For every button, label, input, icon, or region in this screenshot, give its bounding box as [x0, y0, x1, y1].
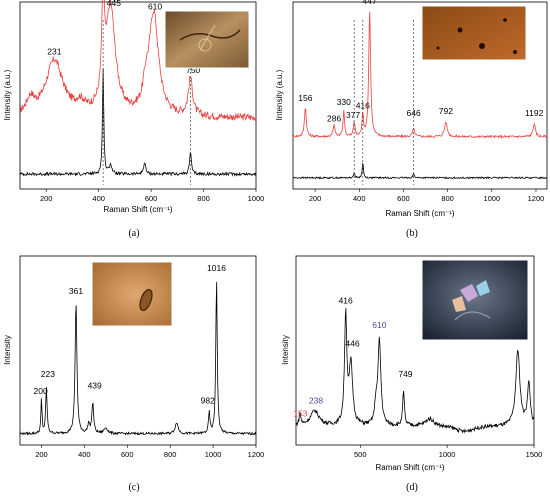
chart-b-xtick-label-4: 1000: [483, 194, 500, 203]
chart-a-xtick-label-4: 1000: [248, 194, 265, 203]
chart-a-series: [19, 0, 257, 185]
chart-a-xtick-label-0: 200: [40, 194, 53, 203]
chart-a-xtick-label-3: 800: [197, 194, 210, 203]
chart-c-peak-label-3: 439: [88, 380, 102, 390]
chart-a-peak-label-3: 610: [148, 1, 162, 11]
chart-b-peak-label-5: 447: [363, 0, 377, 6]
chart-b-series: [292, 11, 548, 185]
chart-a-xtick-label-1: 400: [92, 194, 105, 203]
chart-b-series-lower-line: [292, 162, 548, 180]
chart-d-peak-label-1: 238: [309, 395, 323, 405]
chart-d-peak-label-0: 153: [293, 409, 307, 419]
chart-d-peak-label-4: 610: [372, 320, 386, 330]
chart-a-series-upper-line: [19, 0, 257, 121]
chart-c-xticks: 200 400 600 800 1000 1200: [35, 445, 264, 459]
chart-c-series-upper-line: [19, 281, 257, 436]
chart-b-inset-photo: [421, 5, 527, 61]
chart-c: 200 400 600 800 1000 1200 200 223 361 439 982 1016…: [3, 255, 264, 493]
chart-d-peak-label-5: 749: [398, 369, 412, 379]
chart-d-inset-photo: [421, 259, 529, 341]
chart-a-peak-label-2: 445: [107, 0, 121, 8]
chart-c-xtick-label-5: 1200: [248, 450, 265, 459]
chart-b-xtick-label-5: 1200: [528, 194, 545, 203]
chart-d-frame: [295, 255, 535, 446]
chart-c-panel-label: (c): [128, 482, 139, 493]
chart-d-xticks: 500 1000 1500: [354, 445, 542, 459]
chart-c-xtick-label-4: 1000: [205, 450, 222, 459]
chart-b-series-upper-line: [292, 11, 548, 140]
chart-a-panel-label: (a): [128, 228, 139, 239]
chart-c-peak-label-5: 1016: [207, 263, 226, 273]
chart-d-xtick-label-1: 1000: [439, 450, 456, 459]
chart-a-labels: 231417445610750: [47, 0, 200, 75]
chart-a-peak-label-4: 750: [186, 65, 200, 75]
chart-b-peak-label-7: 792: [439, 106, 453, 116]
chart-c-peak-label-2: 361: [69, 286, 83, 296]
chart-b-ylabel: Intensity (a.u.): [275, 69, 284, 120]
chart-a-xtick-label-2: 600: [145, 194, 158, 203]
chart-b-peak-label-8: 1192: [525, 108, 544, 118]
chart-a-xlabel: Raman Shift (cm⁻¹): [103, 205, 172, 214]
chart-d-series-upper-line: [295, 308, 535, 434]
chart-a-frame: [19, 1, 257, 190]
chart-c-frame: [19, 255, 257, 446]
chart-d-xlabel: Raman Shift (cm⁻¹): [375, 463, 444, 472]
chart-c-inset-photo: [91, 261, 173, 327]
chart-b-xtick-label-0: 200: [309, 194, 322, 203]
chart-b-peak-label-4: 416: [356, 101, 370, 111]
chart-c-xtick-label-0: 200: [35, 450, 48, 459]
chart-a-ylabel: Intensity (a.u.): [3, 69, 12, 120]
chart-b-peak-label-0: 156: [298, 93, 312, 103]
chart-d-panel-label: (d): [406, 482, 418, 493]
chart-c-peak-label-4: 982: [201, 395, 215, 405]
chart-a-series-lower-line: [19, 68, 257, 177]
chart-c-series: [19, 281, 257, 436]
chart-b-xtick-label-1: 400: [353, 194, 366, 203]
chart-d-xtick-label-2: 1500: [526, 450, 543, 459]
chart-a-inset-photo: [164, 10, 250, 69]
chart-c-xtick-label-1: 400: [78, 450, 91, 459]
chart-b-peak-label-3: 377: [346, 110, 360, 120]
chart-b-panel-label: (b): [406, 228, 418, 239]
chart-c-xtick-label-3: 800: [164, 450, 177, 459]
chart-d-ylabel: Intensity: [281, 335, 290, 365]
chart-a-peak-label-0: 231: [47, 46, 61, 56]
chart-c-labels: 200 223 361 439 982 1016: [34, 263, 227, 405]
chart-c-xtick-label-2: 600: [121, 450, 134, 459]
chart-b-frame: [292, 1, 548, 190]
chart-b-xticks: 200 400 600 800 1000 1200: [309, 189, 544, 203]
chart-b-xtick-label-3: 800: [441, 194, 454, 203]
chart-b-xlabel: Raman Shift (cm⁻¹): [385, 209, 454, 218]
chart-b-xtick-label-2: 600: [397, 194, 410, 203]
chart-c-ylabel: Intensity: [3, 335, 12, 365]
chart-d-xtick-label-0: 500: [354, 450, 367, 459]
chart-b-peak-label-6: 646: [407, 108, 421, 118]
chart-b-peak-label-1: 286: [327, 114, 341, 124]
chart-d-series: [295, 308, 535, 434]
chart-a-xticks: 200 400 600 800 1000: [40, 189, 264, 203]
chart-d-peak-label-3: 446: [345, 339, 359, 349]
chart-b-peak-label-2: 330: [337, 97, 351, 107]
chart-d-peak-label-2: 416: [339, 295, 353, 305]
chart-c-peak-label-1: 223: [41, 369, 55, 379]
chart-c-peak-label-0: 200: [34, 386, 48, 396]
